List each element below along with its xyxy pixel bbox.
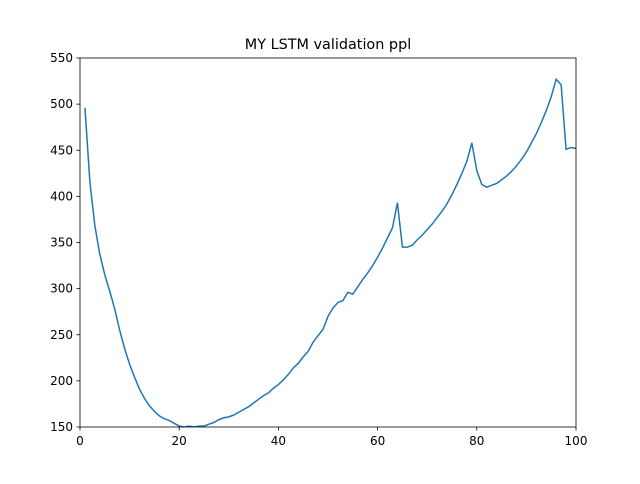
line <box>84 77 576 427</box>
x-tick-label: 80 <box>469 434 484 448</box>
y-tick-label: 400 <box>50 189 73 203</box>
y-tick-label: 300 <box>50 282 73 296</box>
plot-frame <box>79 57 577 428</box>
x-tick-label: 0 <box>76 434 84 448</box>
y-tick-label: 250 <box>50 328 73 342</box>
chart-title: MY LSTM validation ppl <box>245 37 411 53</box>
y-tick-label: 150 <box>50 420 73 434</box>
x-tick-label: 40 <box>271 434 286 448</box>
y-tick-label: 550 <box>50 51 73 65</box>
x-tick-label: 100 <box>565 434 588 448</box>
y-tick-label: 500 <box>50 97 73 111</box>
x-tick-label: 20 <box>172 434 187 448</box>
y-tick-label: 350 <box>50 236 73 250</box>
y-tick-label: 200 <box>50 374 73 388</box>
x-tick-label: 60 <box>370 434 385 448</box>
y-tick-label: 450 <box>50 143 73 157</box>
